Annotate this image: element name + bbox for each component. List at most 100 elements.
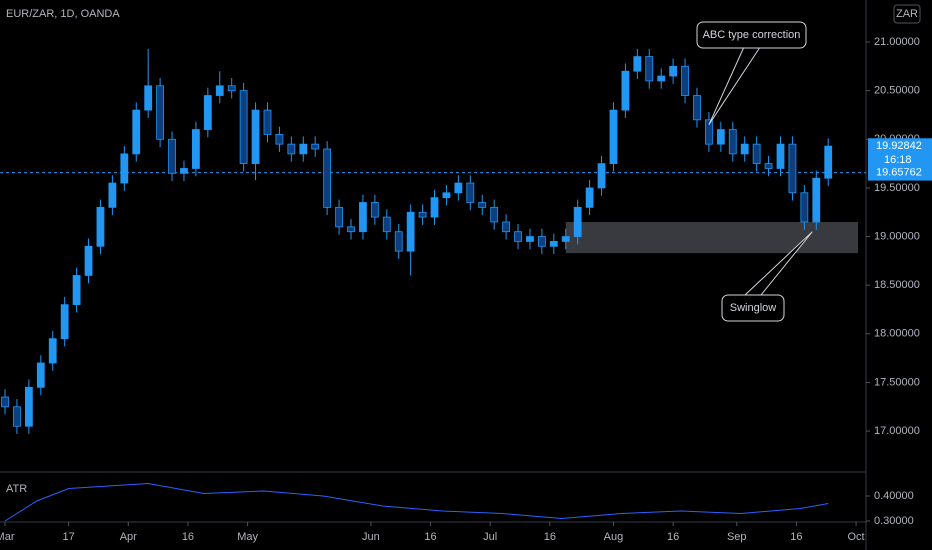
candle-body (800, 192, 809, 223)
candle-body (490, 206, 499, 223)
candle-body (597, 163, 606, 189)
candle-body (311, 143, 320, 150)
candle-body (681, 65, 689, 96)
candle-body (60, 304, 69, 340)
candle-body (287, 143, 296, 155)
candle-body (120, 153, 129, 184)
candle-body (633, 56, 642, 72)
candle-body (645, 56, 654, 82)
hline-price-box (868, 164, 932, 181)
countdown: 16:18 (884, 154, 912, 166)
y-tick-label: 17.50000 (874, 376, 920, 388)
candle-body (156, 85, 165, 140)
candle-body (824, 145, 833, 179)
candle-body (561, 236, 570, 242)
candle-body (359, 202, 367, 233)
x-tick-label: 16 (182, 531, 194, 543)
candle-body (669, 65, 678, 77)
candle-body (740, 143, 749, 155)
x-tick-label: 16 (667, 531, 679, 543)
x-tick-label: Sep (727, 531, 747, 543)
atr-title: ATR (6, 483, 27, 495)
candle-body (239, 90, 248, 165)
x-tick-label: 16 (424, 531, 436, 543)
callout-text: ABC type correction (703, 29, 801, 41)
candle-body (168, 138, 176, 174)
x-tick-label: Jul (483, 531, 497, 543)
hline-price-label: 19.65762 (876, 166, 922, 178)
candle-body (370, 202, 379, 218)
candle-body (203, 95, 212, 130)
candle-body (13, 406, 21, 427)
candle-body (394, 231, 403, 252)
candle-body (24, 386, 33, 427)
candle-body (573, 206, 582, 237)
y-tick-label: 0.30000 (874, 515, 914, 527)
candle-body (299, 143, 308, 155)
candle-body (621, 70, 630, 111)
y-tick-label: 18.00000 (874, 328, 920, 340)
x-tick-label: May (237, 531, 258, 543)
candle-body (418, 211, 427, 218)
candle-body (752, 143, 761, 165)
x-tick-label: Apr (120, 531, 137, 543)
candle-body (776, 143, 785, 169)
candle-body (406, 211, 415, 252)
candle-body (609, 109, 618, 165)
x-tick-label: Oct (847, 531, 864, 543)
candle-body (549, 241, 558, 247)
candle-body (442, 192, 451, 199)
candle-body (728, 129, 737, 155)
candle-body (335, 206, 343, 228)
candle-body (227, 85, 236, 92)
candle-body (132, 109, 141, 155)
candle-body (537, 236, 546, 247)
candle-body (454, 182, 463, 194)
candle-body (96, 206, 105, 247)
candle-body (430, 197, 439, 218)
chart-title: EUR/ZAR, 1D, OANDA (6, 8, 120, 20)
candle-body (382, 216, 391, 233)
candle-body (108, 182, 117, 208)
currency[interactable]: ZAR (896, 8, 918, 20)
y-tick-label: 18.50000 (874, 279, 920, 291)
callout-text: Swinglow (730, 302, 777, 314)
callout-pointer (744, 231, 813, 296)
candle-body (514, 231, 522, 242)
candle-body (585, 187, 594, 208)
candle-body (716, 129, 725, 145)
x-tick-label: 16 (790, 531, 802, 543)
candle-body (1, 396, 9, 408)
y-tick-label: 21.00000 (874, 36, 920, 48)
candle-body (215, 85, 224, 96)
candle-body (323, 148, 332, 208)
candle-body (263, 109, 272, 135)
candle-body (657, 75, 666, 82)
atr-line (4, 482, 829, 522)
last-price-box (868, 138, 932, 169)
candle-body (478, 202, 487, 208)
callout-box (696, 21, 807, 49)
candle-body (180, 168, 188, 174)
y-tick-label: 19.00000 (874, 230, 920, 242)
candle-body (693, 95, 701, 121)
x-tick-label: 17 (63, 531, 75, 543)
candle-body (466, 182, 475, 203)
candle-body (191, 129, 200, 169)
last-price-label: 19.92842 (876, 140, 922, 152)
currency-button[interactable] (893, 4, 921, 24)
x-tick-label: Mar (0, 531, 15, 543)
callout-box (721, 294, 785, 322)
candle-body (275, 134, 284, 145)
y-tick-label: 17.00000 (874, 425, 920, 437)
candle-body (251, 109, 260, 165)
y-tick-label: 0.40000 (874, 490, 914, 502)
candle-body (705, 119, 713, 145)
candle-body (72, 275, 81, 306)
candle-body (764, 163, 773, 169)
y-tick-label: 20.50000 (874, 85, 920, 97)
candle-body (502, 221, 510, 233)
x-tick-label: 16 (544, 531, 556, 543)
